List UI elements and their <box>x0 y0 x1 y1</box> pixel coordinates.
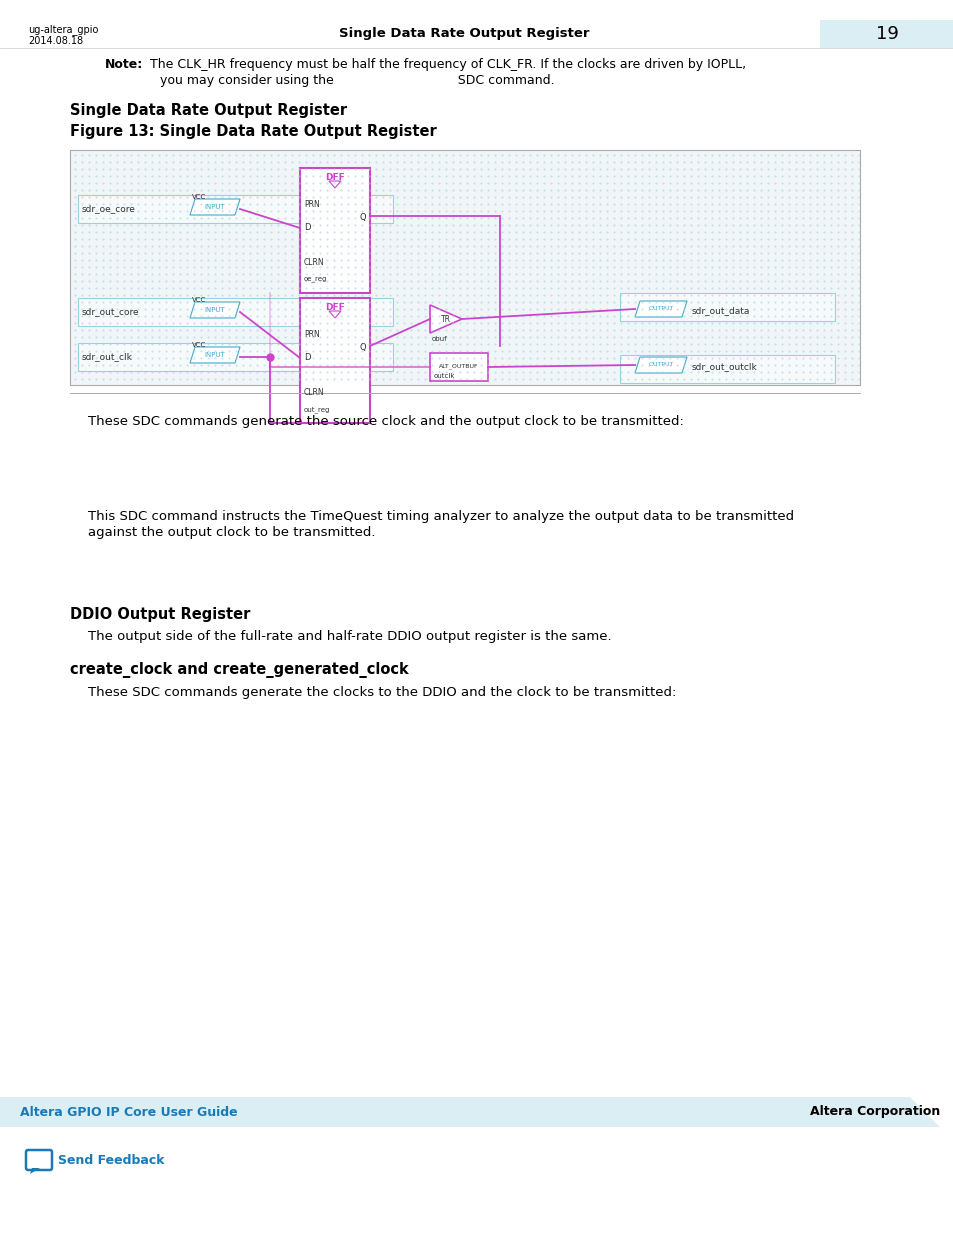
Text: INPUT: INPUT <box>204 204 225 210</box>
Text: 19: 19 <box>875 25 898 43</box>
Bar <box>619 293 834 321</box>
Text: Q: Q <box>359 343 366 352</box>
Text: OUTPUT: OUTPUT <box>648 363 673 368</box>
Text: TR: TR <box>440 315 451 324</box>
Text: VCC: VCC <box>192 194 206 200</box>
Text: Altera Corporation: Altera Corporation <box>809 1105 939 1119</box>
Text: INPUT: INPUT <box>204 308 225 312</box>
Bar <box>78 298 393 326</box>
Polygon shape <box>190 199 240 215</box>
Text: These SDC commands generate the source clock and the output clock to be transmit: These SDC commands generate the source c… <box>88 415 683 429</box>
Bar <box>299 298 370 424</box>
Text: Note:: Note: <box>105 58 143 70</box>
Polygon shape <box>329 182 340 188</box>
Text: ug-altera_gpio: ug-altera_gpio <box>28 23 98 35</box>
Bar <box>299 168 370 293</box>
Text: VCC: VCC <box>192 342 206 348</box>
Text: oe_reg: oe_reg <box>304 275 327 282</box>
Text: Q: Q <box>359 212 366 222</box>
Text: Single Data Rate Output Register: Single Data Rate Output Register <box>339 27 589 41</box>
Polygon shape <box>0 1097 939 1128</box>
Text: D: D <box>304 353 310 362</box>
Text: outclk: outclk <box>434 373 455 379</box>
Text: obuf: obuf <box>432 336 447 342</box>
Bar <box>78 343 393 370</box>
Text: Send Feedback: Send Feedback <box>58 1153 164 1167</box>
Bar <box>820 20 953 48</box>
Text: PRN: PRN <box>304 200 319 209</box>
Text: sdr_out_data: sdr_out_data <box>691 306 750 315</box>
Text: This SDC command instructs the TimeQuest timing analyzer to analyze the output d: This SDC command instructs the TimeQuest… <box>88 510 793 522</box>
Text: These SDC commands generate the clocks to the DDIO and the clock to be transmitt: These SDC commands generate the clocks t… <box>88 685 676 699</box>
Text: OUTPUT: OUTPUT <box>648 306 673 311</box>
Text: CLRN: CLRN <box>304 388 324 396</box>
Text: 2014.08.18: 2014.08.18 <box>28 36 83 46</box>
Text: The CLK_HR frequency must be half the frequency of CLK_FR. If the clocks are dri: The CLK_HR frequency must be half the fr… <box>142 58 745 70</box>
Text: against the output clock to be transmitted.: against the output clock to be transmitt… <box>88 526 375 538</box>
Polygon shape <box>190 347 240 363</box>
Text: Altera GPIO IP Core User Guide: Altera GPIO IP Core User Guide <box>20 1105 237 1119</box>
Text: sdr_oe_core: sdr_oe_core <box>82 205 135 214</box>
Polygon shape <box>30 1168 40 1174</box>
FancyBboxPatch shape <box>26 1150 52 1170</box>
Text: DFF: DFF <box>325 303 345 312</box>
Polygon shape <box>635 357 686 373</box>
Text: The output side of the full-rate and half-rate DDIO output register is the same.: The output side of the full-rate and hal… <box>88 630 611 643</box>
Text: sdr_out_clk: sdr_out_clk <box>82 352 132 362</box>
Text: VCC: VCC <box>192 296 206 303</box>
Text: INPUT: INPUT <box>204 352 225 358</box>
Text: sdr_out_core: sdr_out_core <box>82 308 139 316</box>
Text: PRN: PRN <box>304 330 319 338</box>
Text: Figure 13: Single Data Rate Output Register: Figure 13: Single Data Rate Output Regis… <box>70 124 436 140</box>
Bar <box>70 149 859 385</box>
Text: create_clock and create_generated_clock: create_clock and create_generated_clock <box>70 662 408 678</box>
Bar <box>78 195 393 224</box>
Text: DDIO Output Register: DDIO Output Register <box>70 606 250 622</box>
Text: ALT_OUTBUF: ALT_OUTBUF <box>438 363 478 369</box>
Text: sdr_out_outclk: sdr_out_outclk <box>691 363 757 372</box>
Text: Single Data Rate Output Register: Single Data Rate Output Register <box>70 103 347 119</box>
Text: out_reg: out_reg <box>304 406 330 412</box>
Text: you may consider using the                               SDC command.: you may consider using the SDC command. <box>160 74 554 86</box>
Polygon shape <box>635 301 686 317</box>
Text: CLRN: CLRN <box>304 258 324 267</box>
Polygon shape <box>430 305 461 333</box>
Text: DFF: DFF <box>325 173 345 182</box>
Polygon shape <box>329 311 340 317</box>
Text: D: D <box>304 224 310 232</box>
Bar <box>619 354 834 383</box>
Bar <box>430 353 488 382</box>
Polygon shape <box>190 303 240 317</box>
